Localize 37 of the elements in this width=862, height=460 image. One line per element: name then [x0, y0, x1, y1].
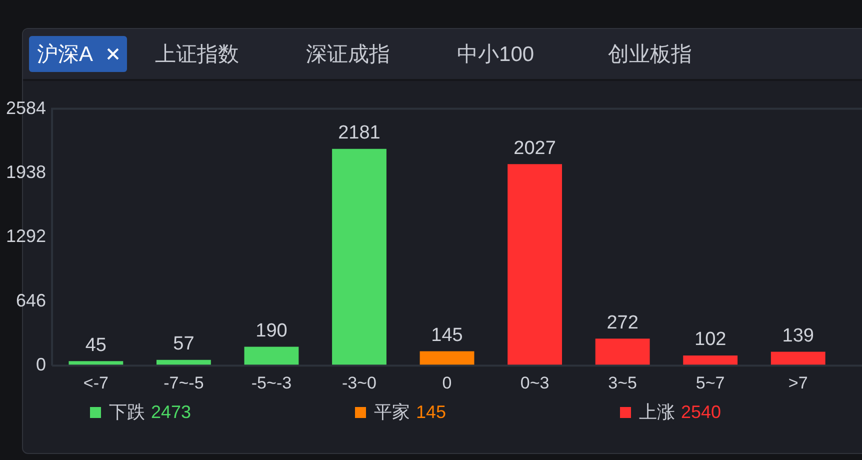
data-label: 190 — [256, 320, 288, 342]
x-tick-label: 5~7 — [696, 373, 725, 392]
text: 平家 145 — [374, 400, 446, 424]
text: 中小100 — [457, 42, 534, 68]
data-label: 139 — [782, 326, 814, 347]
text: 下跌 2473 — [109, 400, 192, 424]
data-label: 272 — [606, 312, 638, 334]
x-tick-label: -7~-5 — [164, 373, 204, 392]
bar — [508, 164, 562, 366]
text: 沪深A — [37, 42, 94, 68]
text: 上证指数 — [155, 42, 240, 68]
x-tick-label: 0 — [442, 373, 452, 392]
text: 上涨 2540 — [639, 400, 722, 424]
bar — [244, 346, 299, 366]
bar — [420, 351, 474, 366]
x-tick-label: -3~0 — [342, 373, 376, 392]
y-tick-label: 646 — [16, 290, 46, 310]
y-tick-label: 1292 — [6, 226, 46, 246]
bar — [595, 338, 650, 366]
data-label: 2181 — [338, 122, 380, 144]
data-label: 45 — [85, 334, 106, 356]
bar — [770, 352, 826, 366]
x-tick-label: -5~-3 — [251, 373, 292, 392]
x-tick-label: 3~5 — [608, 373, 637, 392]
x-tick-label: <-7 — [83, 373, 108, 392]
text: 深证成指 — [306, 42, 390, 68]
x-tick-label: >7 — [788, 373, 808, 392]
y-tick-label: 0 — [36, 354, 46, 375]
data-label: 57 — [173, 334, 194, 355]
text: 创业板指 — [608, 42, 692, 68]
bar — [332, 148, 386, 366]
data-label: 102 — [694, 329, 726, 350]
x-tick-label: 0~3 — [520, 373, 550, 392]
y-tick-label: 1938 — [6, 162, 46, 182]
data-label: 2027 — [514, 138, 556, 159]
y-tick-label: 2584 — [6, 98, 46, 118]
data-label: 145 — [431, 324, 463, 346]
